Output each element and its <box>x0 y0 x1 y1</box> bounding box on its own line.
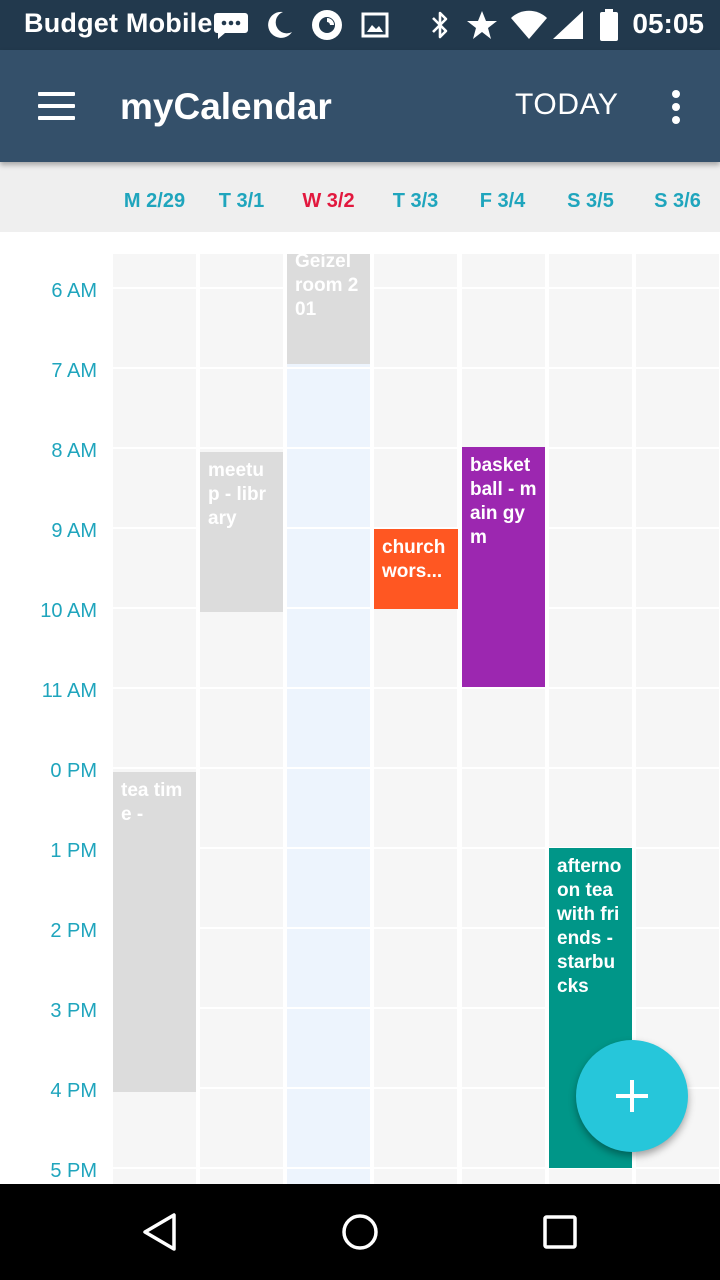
hour-line <box>112 767 720 769</box>
event-title: afternoon tea with friends - starbucks <box>557 856 622 997</box>
day-column[interactable] <box>200 254 283 1184</box>
app-notification-icon <box>310 8 344 42</box>
time-label: 7 AM <box>51 360 97 382</box>
cell-signal-icon <box>552 8 584 42</box>
day-header-wed-today[interactable]: W 3/2 <box>302 190 355 212</box>
day-header-tue[interactable]: T 3/1 <box>218 190 265 212</box>
time-label: 2 PM <box>50 920 97 942</box>
day-header-fri[interactable]: F 3/4 <box>479 190 526 212</box>
week-grid[interactable]: 6 AM 7 AM 8 AM 9 AM 10 AM 11 AM 0 PM 1 P… <box>0 232 720 1184</box>
bluetooth-icon <box>428 8 452 42</box>
carrier-name: Budget Mobile <box>24 8 213 38</box>
event-church-worship[interactable]: church wors... <box>374 529 458 609</box>
time-label: 4 PM <box>50 1080 97 1102</box>
event-title: basketball - main gym <box>470 455 537 548</box>
hamburger-menu-icon[interactable] <box>30 86 82 128</box>
event-title: church wors... <box>382 537 446 582</box>
time-label: 1 PM <box>50 840 97 862</box>
week-day-header: M 2/29 T 3/1 W 3/2 T 3/3 F 3/4 S 3/5 S 3… <box>0 162 720 232</box>
event-geizel-room[interactable]: Geizel room 201 <box>287 254 370 364</box>
hour-line <box>112 527 720 529</box>
do-not-disturb-icon <box>264 8 294 42</box>
status-bar: Budget Mobile 05:05 <box>0 0 720 50</box>
event-title: Geizel room 201 <box>295 254 359 320</box>
star-icon <box>466 8 498 42</box>
hour-line <box>112 687 720 689</box>
hour-line <box>112 927 720 929</box>
hour-line <box>112 287 720 289</box>
day-header-thu[interactable]: T 3/3 <box>392 190 439 212</box>
event-basketball-gym[interactable]: basketball - main gym <box>462 447 545 687</box>
home-circle-icon[interactable] <box>332 1206 388 1258</box>
time-label: 5 PM <box>50 1160 97 1182</box>
event-tea-time[interactable]: tea time - <box>113 772 196 1092</box>
more-vertical-icon[interactable] <box>660 86 692 130</box>
day-header-sun[interactable]: S 3/6 <box>654 190 701 212</box>
time-label: 8 AM <box>51 440 97 462</box>
recents-square-icon[interactable] <box>532 1206 588 1258</box>
day-header-sat[interactable]: S 3/5 <box>567 190 614 212</box>
time-label: 11 AM <box>41 680 97 702</box>
day-column[interactable] <box>636 254 719 1184</box>
image-icon <box>361 8 389 42</box>
hour-line <box>112 447 720 449</box>
clock: 05:05 <box>632 8 704 39</box>
day-column[interactable] <box>462 254 545 1184</box>
back-triangle-icon[interactable] <box>132 1206 188 1258</box>
time-label: 6 AM <box>51 280 97 302</box>
time-label: 9 AM <box>51 520 97 542</box>
hour-line <box>112 847 720 849</box>
app-bar: myCalendar TODAY <box>0 50 720 162</box>
hour-line <box>112 1007 720 1009</box>
day-column[interactable] <box>374 254 457 1184</box>
event-meetup-library[interactable]: meetup - library <box>200 452 283 612</box>
add-event-button[interactable] <box>576 1040 688 1152</box>
hour-line <box>112 1087 720 1089</box>
app-title: myCalendar <box>120 86 332 127</box>
event-title: tea time - <box>121 780 183 825</box>
time-label: 10 AM <box>40 600 97 622</box>
day-header-mon[interactable]: M 2/29 <box>123 190 186 212</box>
hour-line <box>112 367 720 369</box>
event-title: meetup - library <box>208 460 267 529</box>
day-column-today[interactable] <box>287 254 370 1184</box>
time-label: 0 PM <box>50 760 97 782</box>
plus-icon-bar <box>616 1094 648 1098</box>
wifi-icon <box>510 8 548 42</box>
today-button[interactable]: TODAY <box>515 88 619 121</box>
navigation-bar <box>0 1184 720 1280</box>
time-label: 3 PM <box>50 1000 97 1022</box>
message-icon <box>213 8 249 42</box>
battery-icon <box>598 8 620 42</box>
hour-line <box>112 1167 720 1169</box>
